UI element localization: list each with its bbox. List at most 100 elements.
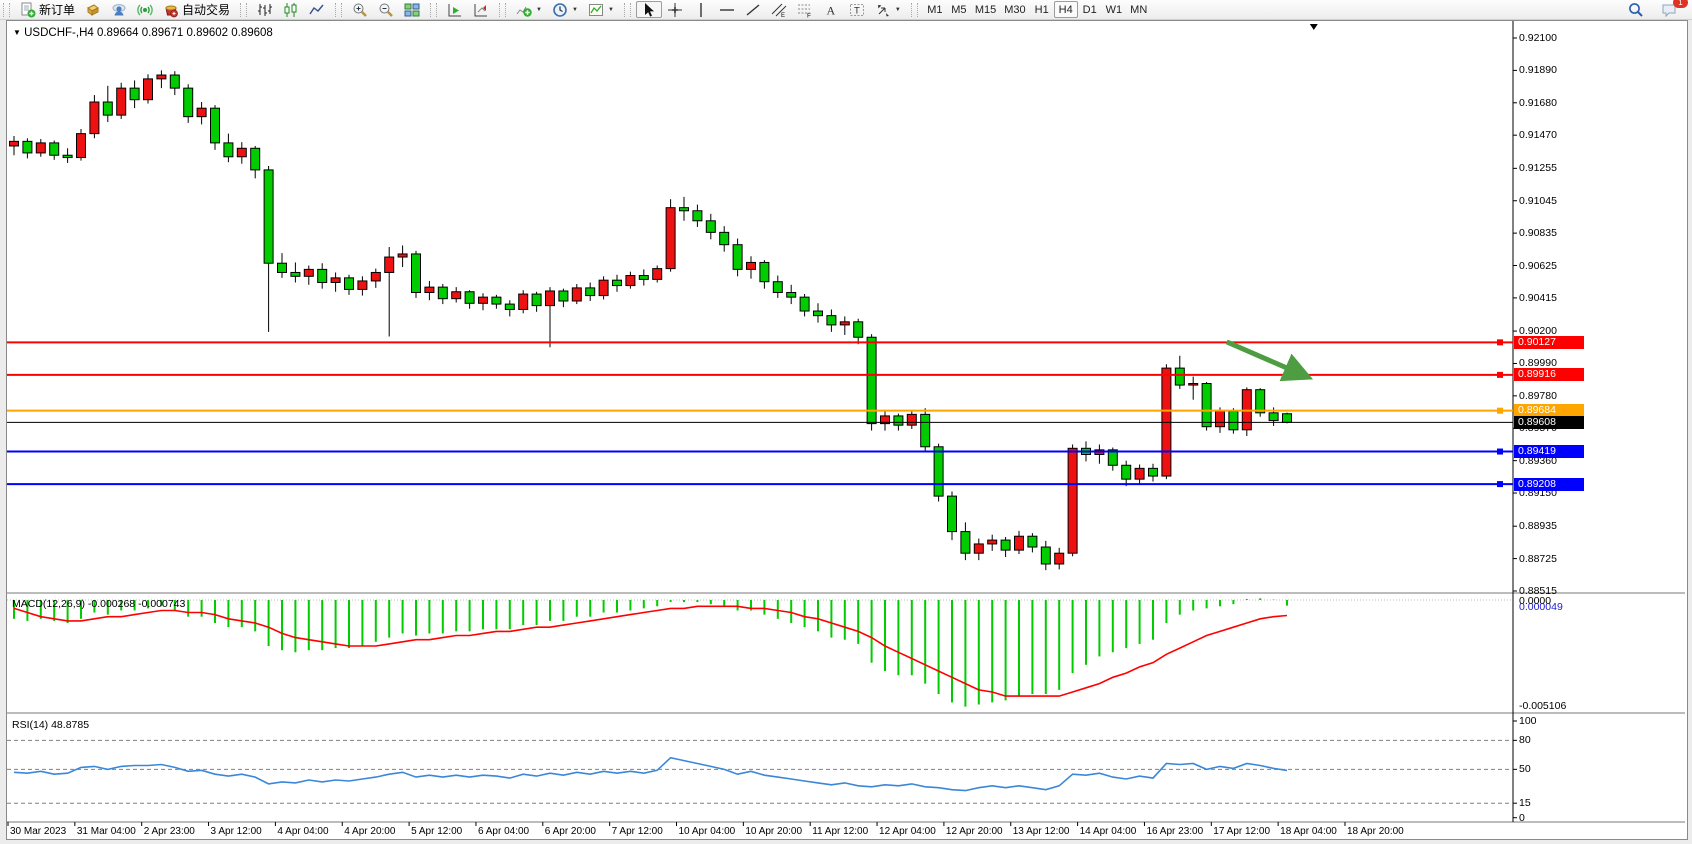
timeframe-m5[interactable]: M5 — [947, 1, 971, 18]
zoom-in-button[interactable] — [347, 1, 373, 18]
horizontal-line-icon — [719, 2, 735, 18]
cursor-button[interactable] — [635, 1, 662, 18]
line-handle[interactable] — [1497, 481, 1503, 488]
crosshair-icon — [667, 2, 683, 18]
horizontal-line-button[interactable] — [714, 1, 740, 18]
line-handle[interactable] — [1497, 448, 1503, 455]
rsi-label: RSI(14) 48.8785 — [12, 719, 90, 731]
line-chart-button[interactable] — [304, 1, 330, 18]
candle — [1027, 535, 1038, 548]
text-button[interactable]: A — [818, 1, 844, 18]
text-label-button[interactable]: T — [844, 1, 870, 18]
indicators-button[interactable]: ▼ — [511, 1, 547, 18]
search-button[interactable] — [1622, 1, 1650, 18]
arrows-dropdown-icon[interactable]: ▼ — [894, 6, 901, 13]
vertical-line-button[interactable] — [688, 1, 714, 18]
toolbar-grip[interactable] — [430, 2, 438, 17]
toolbar-group — [250, 0, 332, 19]
candle — [893, 415, 904, 426]
rsi-axis-label: 50 — [1519, 763, 1531, 776]
candle — [960, 531, 971, 554]
timeframe-m15[interactable]: M15 — [971, 1, 1000, 18]
toolbar-grip[interactable] — [3, 2, 10, 17]
timeframe-h1[interactable]: H1 — [1030, 1, 1054, 18]
candle — [705, 220, 716, 233]
candle — [116, 87, 127, 116]
toolbar-grip[interactable] — [335, 2, 343, 17]
candle — [1268, 412, 1279, 422]
toolbar-grip[interactable] — [910, 2, 918, 17]
style-button[interactable] — [80, 1, 106, 18]
candle — [1148, 467, 1158, 477]
candle — [518, 293, 529, 310]
candle — [424, 286, 435, 294]
templates-dropdown-icon[interactable]: ▼ — [607, 6, 614, 13]
templates-button[interactable]: ▼ — [583, 1, 619, 18]
time-axis-label: 5 Apr 12:00 — [411, 826, 463, 837]
autotrade-button[interactable]: 自动交易 — [158, 1, 235, 18]
text-icon: A — [823, 2, 839, 18]
periods-dropdown-icon[interactable]: ▼ — [571, 6, 578, 13]
candle — [853, 321, 864, 338]
chart-title-collapse-icon[interactable]: ▼ — [13, 28, 21, 37]
toolbar-grip[interactable] — [240, 2, 248, 17]
candle — [317, 268, 328, 283]
bars-chart-button[interactable] — [252, 1, 278, 18]
candle — [9, 140, 19, 147]
timeframe-h4[interactable]: H4 — [1053, 1, 1078, 18]
time-axis-label: 10 Apr 20:00 — [745, 826, 803, 837]
macd-label: MACD(12,26,9) -0.000268 -0.000743 — [12, 598, 186, 610]
line-handle[interactable] — [1497, 339, 1503, 346]
trend-line-icon — [745, 2, 761, 18]
toolbar-group: 新订单 自动交易 — [13, 0, 237, 19]
periods-icon — [552, 2, 568, 18]
tile-windows-button[interactable] — [399, 1, 425, 18]
rsi-axis-label: 0 — [1519, 811, 1525, 824]
timeframe-m1[interactable]: M1 — [923, 1, 947, 18]
chart-shift-button[interactable] — [468, 1, 494, 18]
time-axis-label: 18 Apr 04:00 — [1280, 826, 1337, 837]
candle — [236, 147, 247, 158]
candle — [210, 107, 220, 144]
candle — [880, 415, 890, 425]
chart-canvas[interactable] — [7, 21, 1685, 837]
signal-button[interactable] — [132, 1, 158, 18]
fibonacci-button[interactable]: F — [792, 1, 818, 18]
community-icon — [111, 2, 127, 18]
candles-chart-button[interactable] — [278, 1, 304, 18]
svg-text:F: F — [807, 12, 811, 18]
new-order-button[interactable]: 新订单 — [15, 1, 80, 18]
channel-button[interactable]: E — [766, 1, 792, 18]
indicators-dropdown-icon[interactable]: ▼ — [536, 6, 542, 13]
arrows-button[interactable]: ▼ — [870, 1, 906, 18]
candle — [920, 413, 931, 448]
candle — [558, 290, 569, 302]
toolbar-grip[interactable] — [623, 2, 631, 17]
auto-scroll-button[interactable] — [442, 1, 468, 18]
timeframe-m30[interactable]: M30 — [1000, 1, 1029, 18]
chart-shift-icon — [473, 2, 489, 18]
candle — [451, 291, 462, 300]
timeframe-d1[interactable]: D1 — [1078, 1, 1102, 18]
candle — [1054, 552, 1065, 565]
candle — [250, 147, 261, 171]
timeframe-mn[interactable]: MN — [1126, 1, 1151, 18]
candle — [585, 287, 596, 297]
toolbar-grip[interactable] — [499, 2, 507, 17]
trend-arrow-object[interactable] — [1225, 339, 1314, 382]
notifications-button[interactable]: 1 — [1656, 0, 1688, 18]
chart-window: ▼ USDCHF-,H4 0.89664 0.89671 0.89602 0.8… — [6, 20, 1688, 840]
trend-line-button[interactable] — [740, 1, 766, 18]
candle — [625, 275, 636, 287]
zoom-out-button[interactable] — [373, 1, 399, 18]
chart-shift-marker[interactable] — [1309, 24, 1318, 30]
time-axis-label: 31 Mar 04:00 — [76, 826, 136, 837]
timeframe-w1[interactable]: W1 — [1102, 1, 1127, 18]
candle — [290, 271, 301, 277]
crosshair-button[interactable] — [662, 1, 688, 18]
candle — [679, 207, 689, 212]
periods-button[interactable]: ▼ — [547, 1, 583, 18]
line-handle[interactable] — [1497, 407, 1503, 414]
line-handle[interactable] — [1497, 371, 1503, 378]
community-button[interactable] — [106, 1, 132, 18]
